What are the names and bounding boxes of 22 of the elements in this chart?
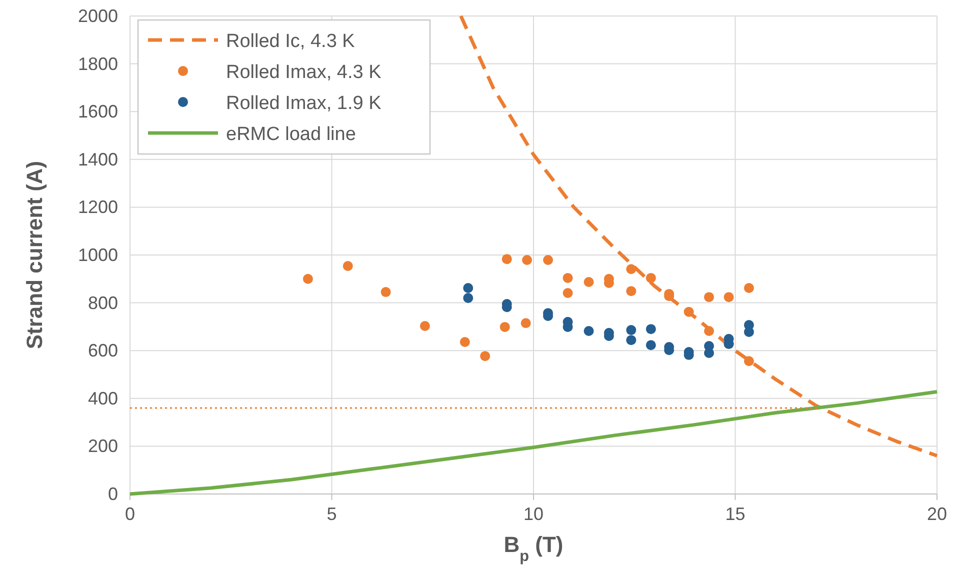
y-tick-label: 400 (88, 388, 118, 408)
legend-label: Rolled Ic, 4.3 K (226, 31, 356, 52)
y-tick-label: 0 (108, 484, 118, 504)
y-tick-label: 1600 (78, 102, 118, 122)
y-tick-label: 200 (88, 436, 118, 456)
legend-label: Rolled Imax, 1.9 K (226, 93, 382, 114)
x-tick-label: 20 (926, 504, 948, 524)
y-tick-label: 800 (88, 292, 118, 313)
x-tick-label: 10 (523, 504, 544, 524)
x-tick-label: 5 (326, 504, 337, 524)
legend-label: eRMC load line (226, 124, 356, 145)
y-tick-label: 1400 (78, 149, 118, 170)
y-tick-label: 2000 (78, 6, 118, 26)
y-tick-label: 1800 (78, 54, 118, 74)
x-tick-label: 15 (725, 504, 746, 524)
legend-label: Rolled Imax, 4.3 K (226, 62, 382, 83)
y-tick-label: 1000 (78, 245, 118, 265)
y-axis-title: Strand current (A) (22, 160, 47, 350)
y-tick-label: 1200 (78, 197, 118, 218)
x-tick-label: 0 (124, 504, 136, 524)
x-axis-title: B$_{p}$ (T) (504, 532, 564, 564)
y-tick-label: 600 (88, 340, 118, 361)
